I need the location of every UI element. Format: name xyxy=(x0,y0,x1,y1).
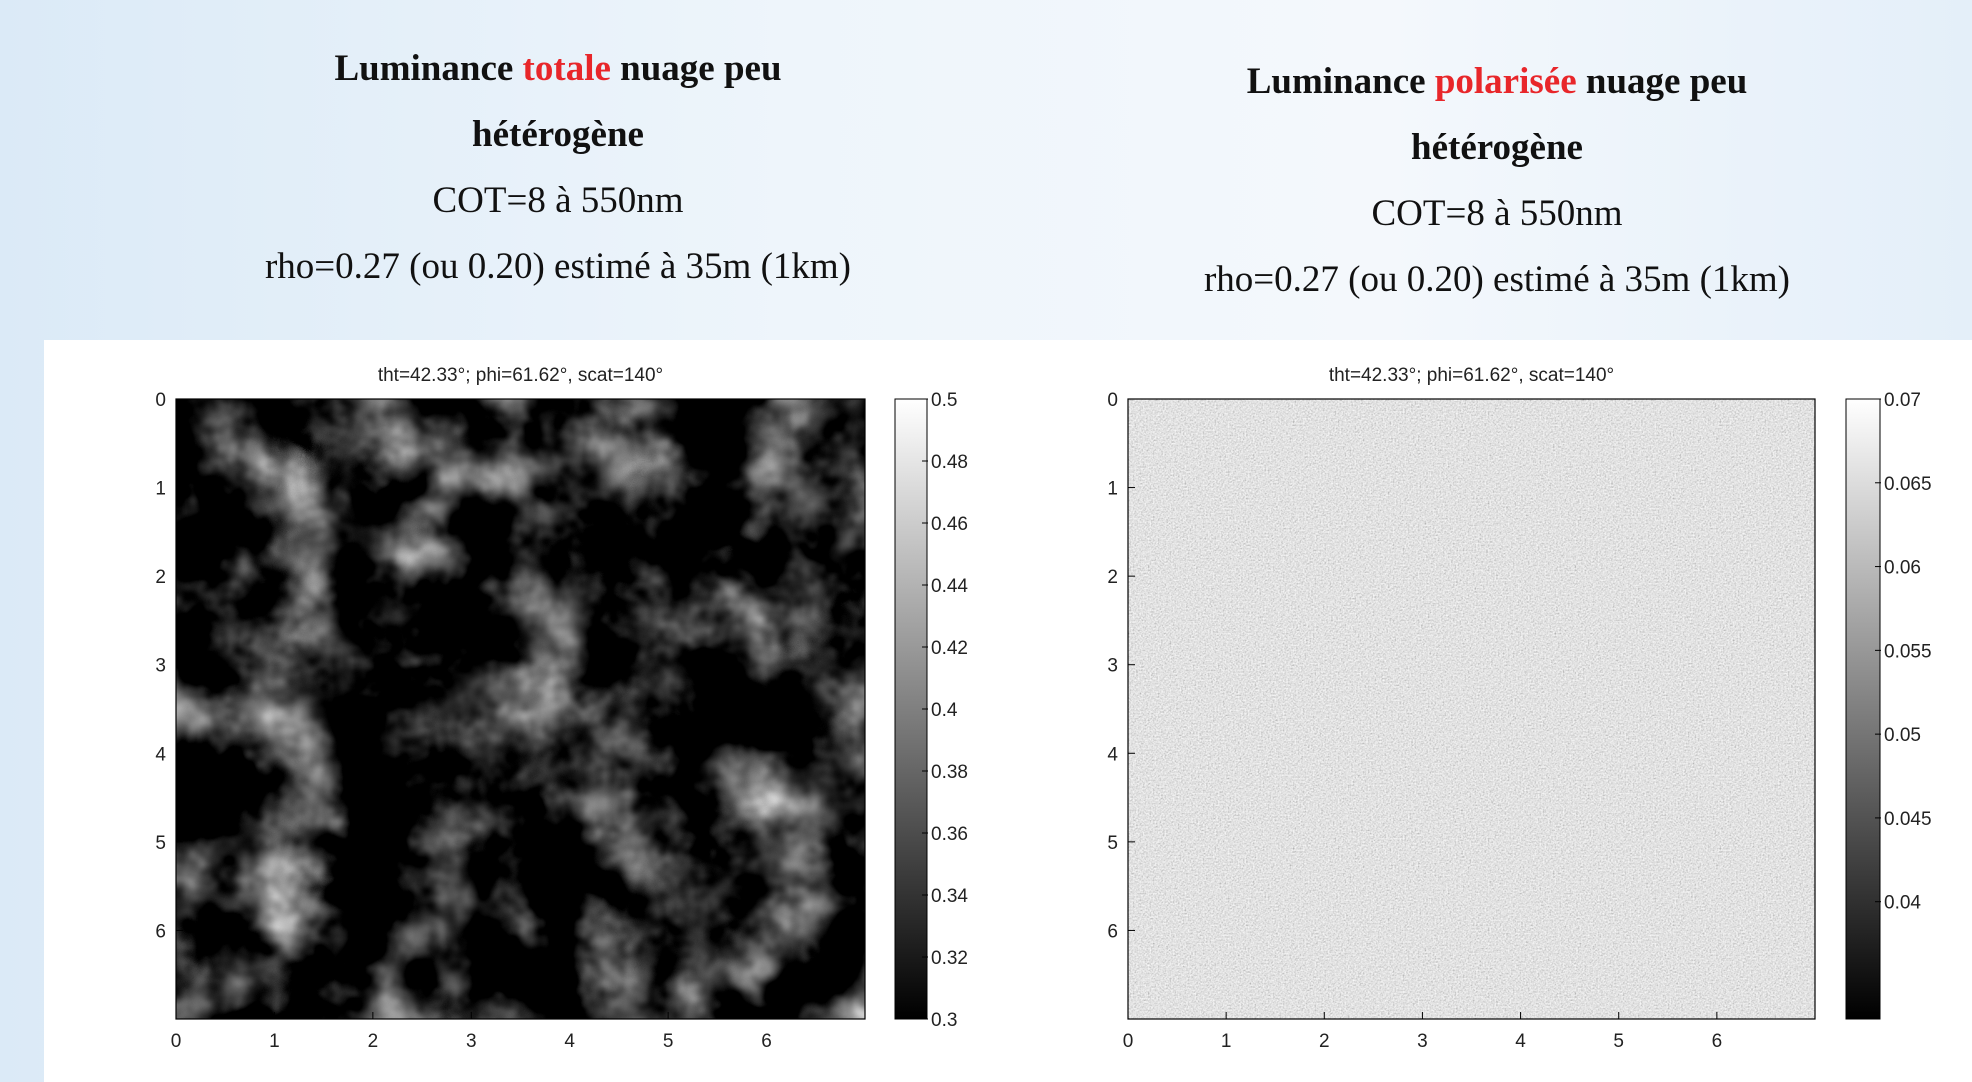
colorbar-tick-label: 0.045 xyxy=(1884,809,1932,830)
y-tick-label: 0 xyxy=(155,390,166,411)
heading-line: rho=0.27 (ou 0.20) estimé à 35m (1km) xyxy=(108,234,1008,300)
x-tick-label: 0 xyxy=(171,1031,182,1052)
y-tick-label: 1 xyxy=(155,479,166,500)
x-tick-label: 5 xyxy=(1613,1031,1624,1052)
heading-line: COT=8 à 550nm xyxy=(1047,181,1947,247)
colorbar xyxy=(1845,398,1881,1020)
heading-line: hétérogène xyxy=(1047,115,1947,181)
chart-title: tht=42.33°; phi=61.62°, scat=140° xyxy=(378,365,663,386)
x-tick-label: 1 xyxy=(1221,1031,1232,1052)
colorbar-tick-label: 0.38 xyxy=(931,762,968,783)
heatmap-image xyxy=(1128,399,1815,1019)
x-tick-label: 4 xyxy=(564,1031,575,1052)
heading-text: nuage peu xyxy=(1576,61,1748,102)
colorbar-tick-label: 0.48 xyxy=(931,452,968,473)
heading-text: polarisée xyxy=(1434,61,1577,102)
x-tick-label: 2 xyxy=(1319,1031,1330,1052)
chart-title: tht=42.33°; phi=61.62°, scat=140° xyxy=(1329,365,1614,386)
heading-text: Luminance xyxy=(1246,61,1435,102)
y-tick-label: 3 xyxy=(1107,656,1118,677)
heading-text: rho=0.27 (ou 0.20) estimé à 35m (1km) xyxy=(1203,259,1791,300)
colorbar-tick-label: 0.4 xyxy=(931,700,958,721)
heading-line: Luminance totale nuage peu xyxy=(108,36,1008,102)
y-tick-label: 4 xyxy=(1107,744,1118,765)
colorbar-tick-label: 0.5 xyxy=(931,390,957,411)
heading-text: COT=8 à 550nm xyxy=(1371,193,1623,234)
x-tick-label: 4 xyxy=(1515,1031,1526,1052)
y-tick-label: 5 xyxy=(1107,833,1118,854)
y-tick-label: 4 xyxy=(155,744,166,765)
x-tick-label: 3 xyxy=(466,1031,477,1052)
heading-line: Luminance polarisée nuage peu xyxy=(1047,49,1947,115)
heading-text: hétérogène xyxy=(1411,127,1583,168)
colorbar-tick-label: 0.06 xyxy=(1884,558,1921,579)
colorbar-tick-label: 0.42 xyxy=(931,638,968,659)
colorbar-tick-label: 0.46 xyxy=(931,514,968,535)
y-tick-label: 6 xyxy=(1107,921,1118,942)
colorbar-tick-label: 0.3 xyxy=(931,1010,957,1031)
heading: Luminance polarisée nuage peu hétérogène C… xyxy=(1047,49,1947,313)
y-tick-label: 6 xyxy=(155,921,166,942)
colorbar-tick-label: 0.07 xyxy=(1884,390,1921,411)
axes-frame xyxy=(175,398,866,1020)
colorbar-tick-label: 0.44 xyxy=(931,576,968,597)
colorbar-tick-label: 0.36 xyxy=(931,824,968,845)
colorbar-tick-label: 0.32 xyxy=(931,948,968,969)
heading-text: nuage peu xyxy=(610,48,782,89)
y-tick-label: 0 xyxy=(1107,390,1118,411)
colorbar-tick-label: 0.34 xyxy=(931,886,968,907)
heading: Luminance totale nuage peu hétérogène COT=… xyxy=(108,36,1008,300)
y-tick-label: 3 xyxy=(155,656,166,677)
y-tick-label: 2 xyxy=(1107,567,1118,588)
colorbar-tick-label: 0.05 xyxy=(1884,725,1921,746)
y-tick-label: 1 xyxy=(1107,479,1118,500)
heading-text: Luminance xyxy=(334,48,523,89)
x-tick-label: 0 xyxy=(1123,1031,1134,1052)
x-tick-label: 2 xyxy=(368,1031,379,1052)
heading-text: totale xyxy=(522,48,611,89)
colorbar-tick-label: 0.055 xyxy=(1884,641,1932,662)
x-tick-label: 5 xyxy=(663,1031,674,1052)
heading-text: hétérogène xyxy=(472,114,644,155)
heading-text: rho=0.27 (ou 0.20) estimé à 35m (1km) xyxy=(264,246,852,287)
y-tick-label: 5 xyxy=(155,833,166,854)
heading-text: COT=8 à 550nm xyxy=(432,180,684,221)
x-tick-label: 1 xyxy=(269,1031,280,1052)
heatmap-image xyxy=(176,399,865,1019)
x-tick-label: 3 xyxy=(1417,1031,1428,1052)
heading-line: hétérogène xyxy=(108,102,1008,168)
heading-line: rho=0.27 (ou 0.20) estimé à 35m (1km) xyxy=(1047,247,1947,313)
x-tick-label: 6 xyxy=(1712,1031,1723,1052)
heading-line: COT=8 à 550nm xyxy=(108,168,1008,234)
axes-frame xyxy=(1127,398,1816,1020)
colorbar-tick-label: 0.065 xyxy=(1884,474,1932,495)
colorbar-tick-label: 0.04 xyxy=(1884,893,1921,914)
colorbar xyxy=(894,398,928,1020)
y-tick-label: 2 xyxy=(155,567,166,588)
x-tick-label: 6 xyxy=(761,1031,772,1052)
